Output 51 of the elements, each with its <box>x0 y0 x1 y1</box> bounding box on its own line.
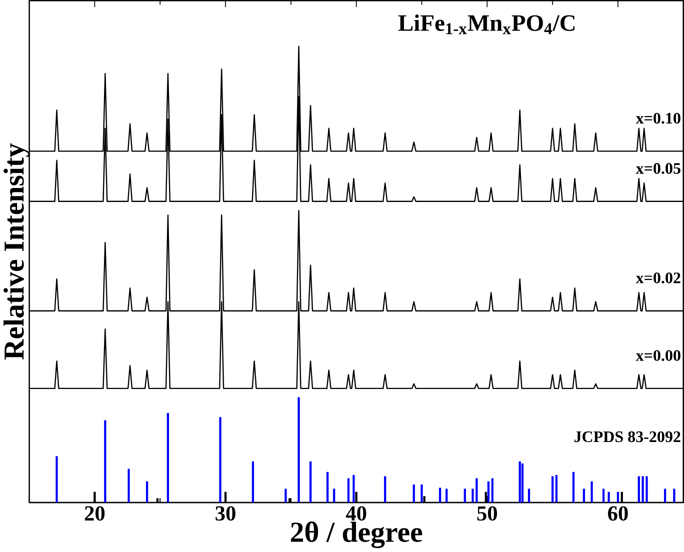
bar <box>166 413 170 503</box>
y-axis-title: Relative Intensity <box>4 143 30 360</box>
bar <box>333 488 336 503</box>
bar <box>638 476 640 503</box>
x-tick-label: 20 <box>84 506 105 521</box>
bar <box>664 488 666 503</box>
bar <box>146 482 148 503</box>
series-label: x=0.10 <box>636 113 680 124</box>
bar <box>347 478 350 503</box>
chart-title: LiFe$_{1-x}$Mn$_{x}$PO$_{4}$/C <box>398 14 575 34</box>
bar <box>446 488 448 503</box>
bar <box>487 482 490 503</box>
bar <box>464 488 466 503</box>
bar <box>551 476 554 503</box>
bar <box>555 475 558 503</box>
bar <box>602 488 605 503</box>
x-tick-label: 40 <box>346 506 366 521</box>
bar <box>642 476 644 503</box>
bar <box>528 488 530 503</box>
bar <box>309 462 312 503</box>
series-label: x=0.05 <box>636 163 680 174</box>
bar <box>491 478 494 503</box>
series-label: JCPDS 83-2092 <box>574 431 680 442</box>
bar <box>352 475 355 503</box>
bar <box>219 417 222 503</box>
series-label: x=0.00 <box>636 350 680 362</box>
x-tick-label: 60 <box>608 506 628 521</box>
bar <box>284 488 287 503</box>
bar <box>326 472 329 503</box>
bar <box>673 488 676 503</box>
bar <box>572 472 575 503</box>
bar <box>384 476 386 503</box>
bar <box>298 397 300 503</box>
bar <box>438 488 442 503</box>
x-tick-label: 50 <box>477 506 498 521</box>
x-axis-title: 2θ / degree <box>291 522 422 548</box>
bar <box>420 484 423 503</box>
x-tick-label: 30 <box>216 506 236 521</box>
bar <box>472 488 474 503</box>
bar <box>521 464 524 503</box>
bar <box>582 488 586 503</box>
bar <box>646 476 648 503</box>
bar <box>518 462 521 503</box>
bar <box>476 478 478 503</box>
bar <box>56 456 58 503</box>
bar <box>616 492 620 503</box>
bar <box>128 468 130 503</box>
series-label: x=0.02 <box>636 272 680 284</box>
bar <box>608 492 610 503</box>
bar <box>590 482 593 503</box>
bar <box>252 462 254 503</box>
